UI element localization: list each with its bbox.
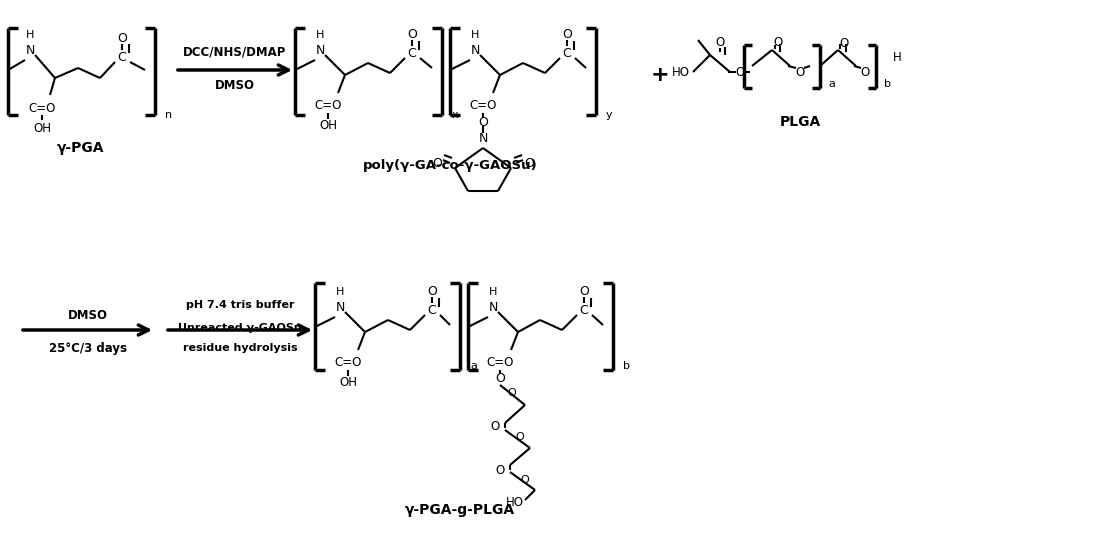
Text: N: N	[488, 300, 498, 314]
Text: O: O	[579, 285, 588, 297]
Text: HO: HO	[506, 496, 523, 510]
Text: O: O	[525, 157, 534, 169]
Text: C=O: C=O	[314, 99, 342, 111]
Text: C=O: C=O	[334, 355, 361, 369]
Text: N: N	[315, 43, 325, 56]
Text: n: n	[165, 110, 172, 120]
Text: O: O	[516, 432, 525, 442]
Text: y: y	[606, 110, 613, 120]
Text: O: O	[117, 32, 127, 45]
Text: O: O	[840, 37, 849, 50]
Text: O: O	[495, 372, 505, 384]
Text: N: N	[478, 131, 488, 144]
Text: pH 7.4 tris buffer: pH 7.4 tris buffer	[186, 300, 294, 310]
Text: C: C	[580, 304, 588, 316]
Text: O: O	[861, 66, 869, 79]
Text: O: O	[774, 36, 782, 48]
Text: C=O: C=O	[486, 355, 514, 369]
Text: O: O	[490, 421, 499, 433]
Text: a: a	[469, 361, 477, 371]
Text: C: C	[563, 46, 571, 60]
Text: DMSO: DMSO	[215, 79, 255, 91]
Text: O: O	[432, 157, 442, 169]
Text: N: N	[335, 300, 345, 314]
Text: OH: OH	[318, 119, 337, 131]
Text: O: O	[796, 66, 804, 79]
Text: DMSO: DMSO	[68, 309, 108, 321]
Text: OH: OH	[339, 375, 357, 388]
Text: O: O	[562, 27, 572, 41]
Text: γ-PGA-g-PLGA: γ-PGA-g-PLGA	[404, 503, 515, 517]
Text: O: O	[508, 388, 517, 398]
Text: N: N	[471, 43, 479, 56]
Text: residue hydrolysis: residue hydrolysis	[183, 343, 298, 353]
Text: C=O: C=O	[29, 101, 56, 115]
Text: C: C	[118, 51, 127, 63]
Text: poly(γ-GA-co-γ-GAOSu): poly(γ-GA-co-γ-GAOSu)	[363, 159, 538, 172]
Text: b: b	[884, 79, 892, 89]
Text: N: N	[25, 43, 34, 56]
Text: DCC/NHS/DMAP: DCC/NHS/DMAP	[183, 46, 287, 58]
Text: O: O	[478, 115, 488, 129]
Text: C: C	[408, 46, 417, 60]
Text: H: H	[893, 51, 901, 63]
Text: H: H	[471, 30, 479, 40]
Text: O: O	[496, 463, 505, 476]
Text: Unreacted γ-GAOSu: Unreacted γ-GAOSu	[179, 323, 302, 333]
Text: O: O	[735, 66, 745, 79]
Text: C=O: C=O	[469, 99, 497, 111]
Text: PLGA: PLGA	[779, 115, 821, 129]
Text: O: O	[428, 285, 436, 297]
Text: 25°C/3 days: 25°C/3 days	[48, 341, 127, 354]
Text: H: H	[489, 287, 497, 297]
Text: O: O	[407, 27, 417, 41]
Text: x: x	[452, 110, 458, 120]
Text: HO: HO	[672, 66, 690, 79]
Text: C: C	[428, 304, 436, 316]
Text: H: H	[316, 30, 324, 40]
Text: OH: OH	[33, 121, 51, 134]
Text: b: b	[623, 361, 630, 371]
Text: a: a	[828, 79, 835, 89]
Text: γ-PGA: γ-PGA	[56, 141, 104, 155]
Text: H: H	[25, 30, 34, 40]
Text: +: +	[650, 65, 669, 85]
Text: O: O	[715, 36, 725, 48]
Text: O: O	[520, 475, 529, 485]
Text: H: H	[336, 287, 344, 297]
